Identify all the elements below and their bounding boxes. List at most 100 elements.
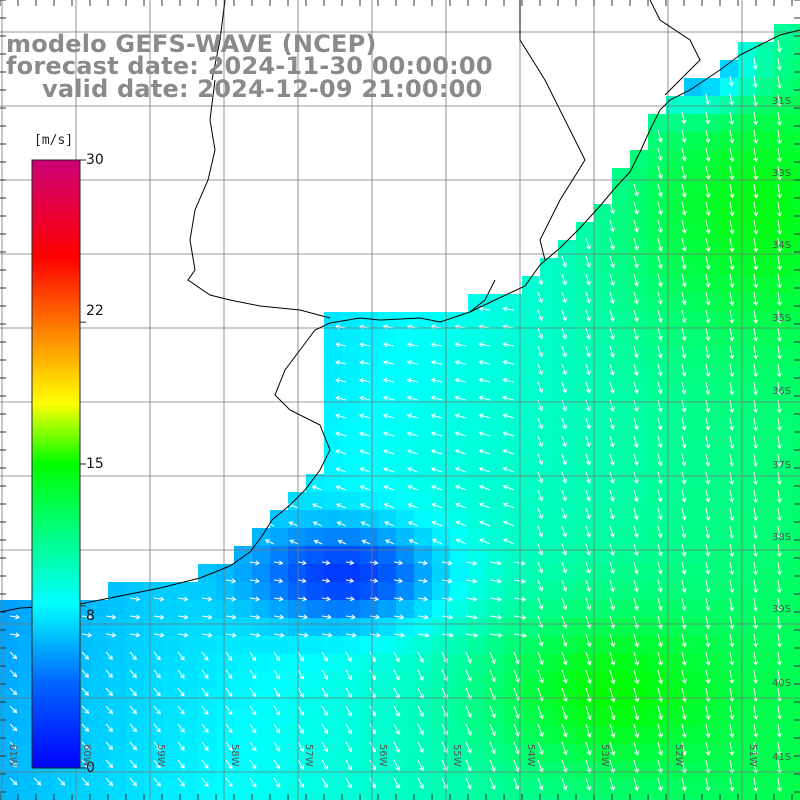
wind-cell (54, 780, 73, 799)
wind-arrow (81, 741, 89, 750)
wind-cell (414, 366, 433, 385)
wind-cell (360, 546, 379, 565)
wind-arrow-head (610, 587, 615, 593)
wind-arrow-head (204, 764, 209, 770)
wind-arrow (417, 741, 424, 753)
wind-arrow-head (204, 656, 209, 661)
wind-arrow-head (335, 449, 341, 455)
wind-cell (684, 474, 703, 493)
wind-cell (738, 726, 757, 745)
wind-arrow-head (502, 520, 508, 526)
wind-arrow (561, 651, 567, 665)
wind-arrow (129, 759, 137, 769)
wind-arrow-head (311, 467, 317, 473)
wind-arrow-head (207, 632, 213, 638)
wind-arrow (681, 615, 686, 629)
wind-cell (504, 294, 523, 313)
wind-arrow (321, 687, 328, 698)
wind-arrow (777, 39, 781, 52)
wind-arrow (503, 396, 515, 401)
wind-cell (378, 654, 397, 673)
wind-arrow-head (586, 679, 592, 685)
wind-cell (540, 384, 559, 403)
wind-arrow-head (156, 745, 161, 751)
wind-cell (324, 654, 343, 673)
wind-cell (342, 546, 361, 565)
wind-arrow (393, 777, 400, 789)
wind-arrow-head (502, 431, 508, 437)
wind-cell (630, 636, 649, 655)
wind-arrow-head (454, 502, 460, 508)
wind-cell (666, 312, 685, 331)
wind-arrow-head (586, 551, 591, 557)
wind-arrow (729, 687, 733, 702)
wind-cell (360, 582, 379, 601)
wind-cell (630, 168, 649, 187)
wind-cell (450, 564, 469, 583)
wind-cell (288, 600, 307, 619)
wind-cell (522, 564, 541, 583)
wind-arrow (177, 741, 185, 751)
wind-arrow (609, 759, 615, 773)
wind-arrow-head (514, 785, 520, 791)
wind-arrow (777, 417, 781, 431)
wind-arrow-head (729, 516, 735, 521)
wind-arrow (489, 741, 496, 754)
wind-cell (414, 744, 433, 763)
wind-arrow-head (753, 283, 759, 289)
wind-arrow-head (419, 784, 424, 790)
wind-arrow-head (395, 783, 400, 789)
wind-arrow (633, 669, 639, 684)
wind-arrow-head (776, 751, 782, 756)
wind-arrow (561, 327, 567, 339)
wind-arrow-head (633, 587, 639, 593)
wind-arrow (753, 687, 757, 701)
wind-arrow (383, 379, 395, 383)
wind-arrow-head (633, 461, 639, 467)
wind-arrow-head (359, 467, 365, 472)
wind-arrow (249, 777, 257, 787)
wind-arrow-head (207, 614, 213, 620)
wind-cell (378, 744, 397, 763)
lon-label: 54W (525, 744, 536, 767)
wind-cell (360, 366, 379, 385)
wind-cell (108, 654, 127, 673)
wind-arrow-head (729, 697, 735, 702)
wind-arrow-head (515, 731, 520, 737)
wind-cell (486, 438, 505, 457)
wind-cell (342, 708, 361, 727)
wind-cell (486, 582, 505, 601)
wind-arrow (177, 669, 185, 679)
wind-arrow (705, 669, 710, 684)
wind-arrow-head (431, 520, 437, 526)
wind-arrow-head (478, 342, 484, 348)
wind-cell (738, 546, 757, 565)
wind-cell (90, 618, 109, 637)
wind-cell (414, 438, 433, 457)
wind-arrow-head (443, 748, 448, 754)
wind-arrow-head (610, 624, 616, 630)
wind-cell (144, 798, 163, 800)
wind-cell (486, 708, 505, 727)
wind-cell (666, 564, 685, 583)
wind-arrow (369, 705, 376, 716)
wind-cell (342, 366, 361, 385)
wind-cell (558, 258, 577, 277)
wind-arrow (9, 669, 17, 677)
wind-arrow (345, 759, 352, 770)
wind-cell (342, 420, 361, 439)
wind-cell (756, 96, 775, 115)
wind-arrow (753, 327, 757, 341)
wind-cell (738, 510, 757, 529)
wind-arrow-head (478, 467, 484, 472)
wind-arrow-head (538, 298, 543, 304)
wind-cell (288, 636, 307, 655)
wind-cell (414, 708, 433, 727)
wind-arrow (359, 379, 371, 383)
wind-arrow (681, 723, 686, 738)
wind-arrow-head (383, 503, 389, 508)
wind-cell (576, 330, 595, 349)
lon-label: 57W (303, 744, 314, 767)
wind-arrow-head (705, 425, 711, 431)
wind-arrow-head (497, 614, 503, 620)
